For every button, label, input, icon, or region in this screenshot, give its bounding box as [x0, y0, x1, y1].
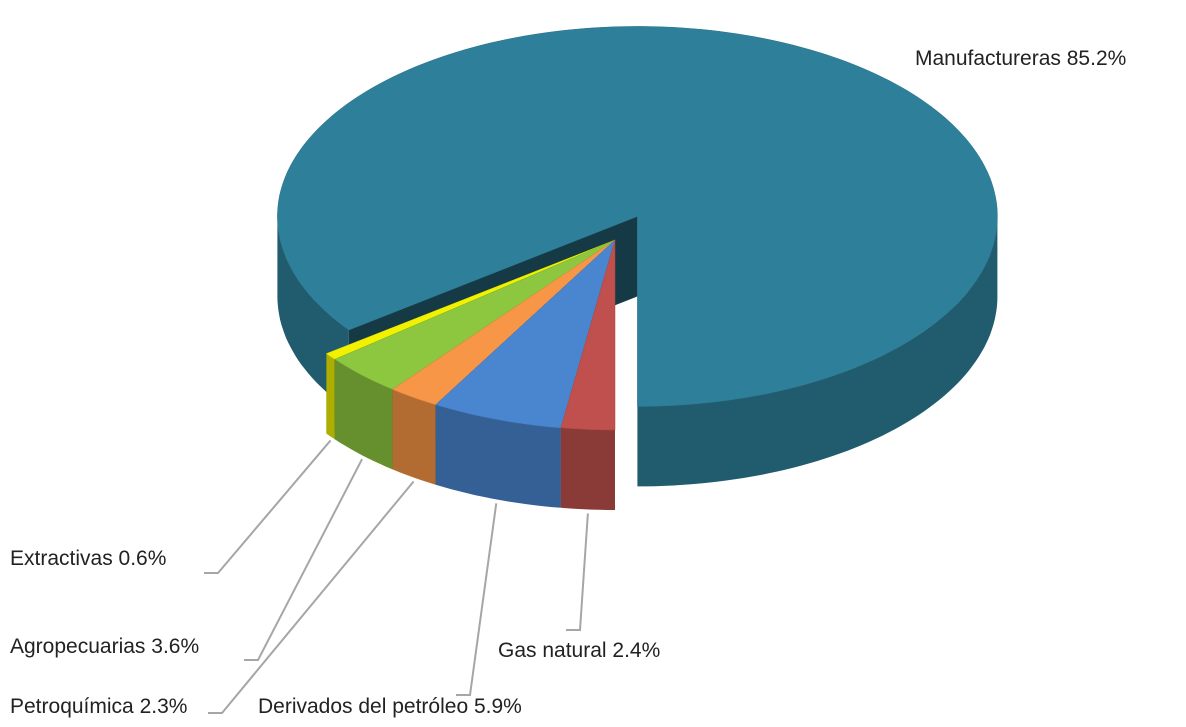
label-name: Petroquímica	[10, 695, 134, 718]
label-value: 3.6%	[151, 635, 199, 658]
slice	[560, 239, 616, 431]
slice-side	[334, 359, 393, 470]
leader-line	[566, 513, 589, 631]
slice-side	[326, 353, 335, 440]
slice	[334, 239, 616, 390]
label-name: Manufactureras	[915, 47, 1061, 70]
data-label: Agropecuarias 3.6%	[10, 635, 199, 658]
data-label: Derivados del petróleo 5.9%	[258, 695, 522, 718]
label-name: Agropecuarias	[10, 635, 145, 658]
label-value: 85.2%	[1067, 47, 1127, 70]
data-label: Manufactureras 85.2%	[915, 47, 1126, 70]
leader-line	[208, 480, 415, 714]
leader-line	[204, 439, 332, 574]
slice	[277, 26, 998, 407]
leader-line	[456, 503, 498, 696]
data-label: Extractivas 0.6%	[10, 547, 166, 570]
slice-side	[560, 427, 615, 510]
slice	[435, 239, 616, 429]
slice-side	[637, 216, 998, 487]
data-label: Gas natural 2.4%	[498, 639, 660, 662]
slice	[392, 239, 616, 405]
leader-line	[244, 458, 363, 661]
label-value: 2.3%	[140, 695, 188, 718]
label-value: 5.9%	[474, 695, 522, 718]
label-name: Extractivas	[10, 547, 113, 570]
slice-side	[435, 404, 561, 508]
label-value: 0.6%	[119, 547, 167, 570]
label-name: Derivados del petróleo	[258, 695, 468, 718]
data-label: Petroquímica 2.3%	[10, 695, 187, 718]
label-name: Gas natural	[498, 639, 607, 662]
slice-side	[392, 389, 436, 485]
label-value: 2.4%	[612, 639, 660, 662]
